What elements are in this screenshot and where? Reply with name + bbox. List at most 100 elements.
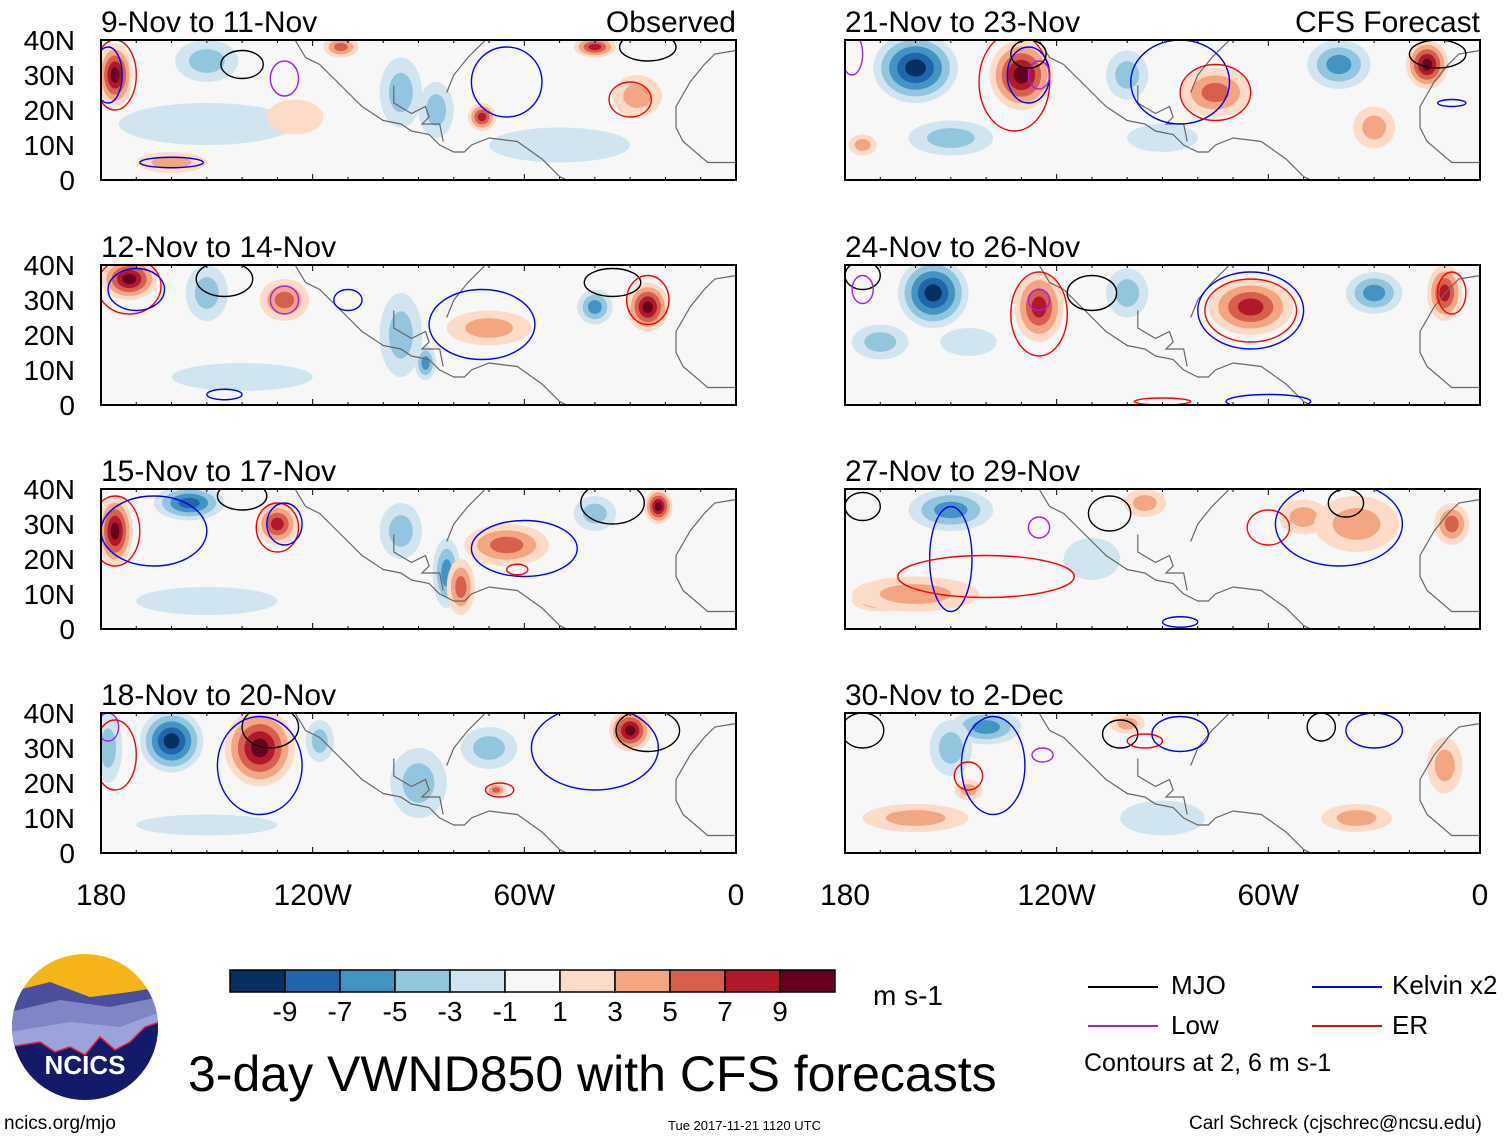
- wind-anomaly-blob: [938, 732, 963, 764]
- wind-anomaly-blob: [465, 318, 513, 338]
- wind-anomaly-blob: [1115, 279, 1140, 307]
- wind-anomaly-blob: [311, 729, 328, 753]
- kelvin-contour: [266, 502, 303, 546]
- wind-anomaly-blob: [642, 300, 653, 314]
- colorbar-tick-label: -9: [273, 996, 298, 1027]
- low-legend-label: Low: [1171, 1010, 1219, 1040]
- wind-anomaly-blob: [1444, 515, 1459, 533]
- wind-anomaly-blob: [1063, 538, 1121, 580]
- x-tick-label: 0: [728, 879, 745, 912]
- kelvin-contour: [1274, 489, 1404, 567]
- y-tick-label: 40N: [24, 25, 75, 56]
- mjo-contour: [216, 489, 268, 511]
- kelvin-contour: [928, 505, 973, 613]
- y-tick-label: 30N: [24, 733, 75, 764]
- coastline: [393, 758, 444, 815]
- colorbar-swatch: [229, 969, 286, 993]
- wind-anomaly-blob: [1013, 66, 1030, 84]
- wind-anomaly-blob: [624, 725, 636, 736]
- wind-anomaly-blob: [1289, 507, 1318, 527]
- low-contour: [269, 285, 300, 315]
- coastline: [393, 85, 444, 142]
- colorbar-swatch: [669, 969, 726, 993]
- mjo-contour: [1327, 489, 1365, 518]
- wind-anomaly-blob: [1434, 749, 1455, 782]
- mjo-contour: [580, 489, 645, 525]
- wind-anomaly-blob: [1132, 495, 1157, 511]
- wind-anomaly-blob: [491, 787, 501, 793]
- wind-anomaly-blob: [1201, 82, 1230, 103]
- colorbar-swatch: [449, 969, 506, 993]
- kelvin-contour: [1130, 40, 1231, 125]
- coastline: [446, 265, 487, 318]
- mjo-contour: [195, 265, 254, 298]
- source-url[interactable]: ncics.org/mjo: [4, 1113, 116, 1134]
- wind-anomaly-blob: [473, 736, 506, 760]
- er-contour: [101, 495, 141, 567]
- colorbar-tick-label: -7: [328, 996, 353, 1027]
- colorbar-tick-label: 1: [552, 996, 568, 1027]
- map-panel: 12-Nov to 14-Nov 40N 30N 20N 10N 0: [24, 231, 737, 421]
- panel-title: 24-Nov to 26-Nov: [845, 231, 1080, 264]
- kelvin-contour: [101, 495, 208, 567]
- author-credit: Carl Schreck (cjschrec@ncsu.edu): [1189, 1113, 1482, 1134]
- kelvin-contour: [139, 156, 205, 169]
- wind-anomaly-blob: [122, 273, 137, 285]
- colorbar-tick-label: 3: [607, 996, 623, 1027]
- y-tick-label: 0: [59, 838, 75, 869]
- wind-anomaly-blob: [455, 575, 467, 599]
- kelvin-contour: [1225, 393, 1312, 405]
- er-contour: [1133, 397, 1192, 405]
- wind-anomaly-blob: [1336, 810, 1377, 826]
- y-tick-label: 0: [59, 165, 75, 196]
- er-contour: [1246, 509, 1291, 546]
- kelvin-contour: [1197, 271, 1305, 350]
- y-tick-label: 30N: [24, 285, 75, 316]
- kelvin-contour: [216, 715, 303, 816]
- colorbar-swatch: [339, 969, 396, 993]
- y-tick-label: 0: [59, 390, 75, 421]
- low-contour: [101, 713, 120, 742]
- wind-anomaly-blob: [490, 536, 524, 554]
- y-tick-label: 20N: [24, 768, 75, 799]
- y-tick-label: 40N: [24, 698, 75, 729]
- colorbar-tick-label: -5: [383, 996, 408, 1027]
- kelvin-contour: [470, 46, 543, 118]
- timestamp: Tue 2017-11-21 1120 UTC: [668, 1118, 821, 1133]
- er-contour: [608, 81, 653, 118]
- kelvin-contour: [1151, 715, 1210, 753]
- mjo-contour: [845, 713, 885, 749]
- mjo-legend-label: MJO: [1171, 970, 1226, 1000]
- coastline: [1419, 274, 1480, 389]
- low-contour: [269, 60, 300, 97]
- er-contour: [101, 265, 162, 315]
- contour-note: Contours at 2, 6 m s-1: [1084, 1049, 1332, 1077]
- low-contour: [1027, 288, 1051, 312]
- x-tick-label: 180: [820, 879, 870, 912]
- wind-anomaly-blob: [1421, 58, 1433, 71]
- y-tick-label: 20N: [24, 320, 75, 351]
- colorbar-swatch: [779, 969, 836, 993]
- coastline: [675, 49, 736, 164]
- logo-text: NCICS: [45, 1050, 126, 1080]
- low-contour: [1027, 60, 1051, 90]
- mjo-contour: [618, 40, 677, 62]
- y-tick-label: 10N: [24, 130, 75, 161]
- coastline: [294, 713, 567, 853]
- map-panel: 21-Nov to 23-Nov CFS Forecast: [844, 6, 1481, 181]
- wind-anomaly-blob: [274, 291, 295, 309]
- wind-anomaly-blob: [864, 332, 897, 352]
- coastline: [1038, 489, 1311, 629]
- er-contour: [1204, 278, 1298, 343]
- wind-anomaly-blob: [854, 139, 871, 151]
- wind-anomaly-blob: [136, 814, 278, 836]
- wind-anomaly-blob: [582, 503, 607, 524]
- er-contour: [1179, 63, 1252, 122]
- wind-anomaly-blob: [940, 328, 997, 356]
- x-tick-label: 60W: [493, 879, 555, 912]
- ncics-logo: NCICS: [12, 954, 158, 1100]
- wind-anomaly-blob: [1115, 61, 1140, 89]
- coastline: [1419, 722, 1480, 837]
- kelvin-contour: [960, 715, 1026, 816]
